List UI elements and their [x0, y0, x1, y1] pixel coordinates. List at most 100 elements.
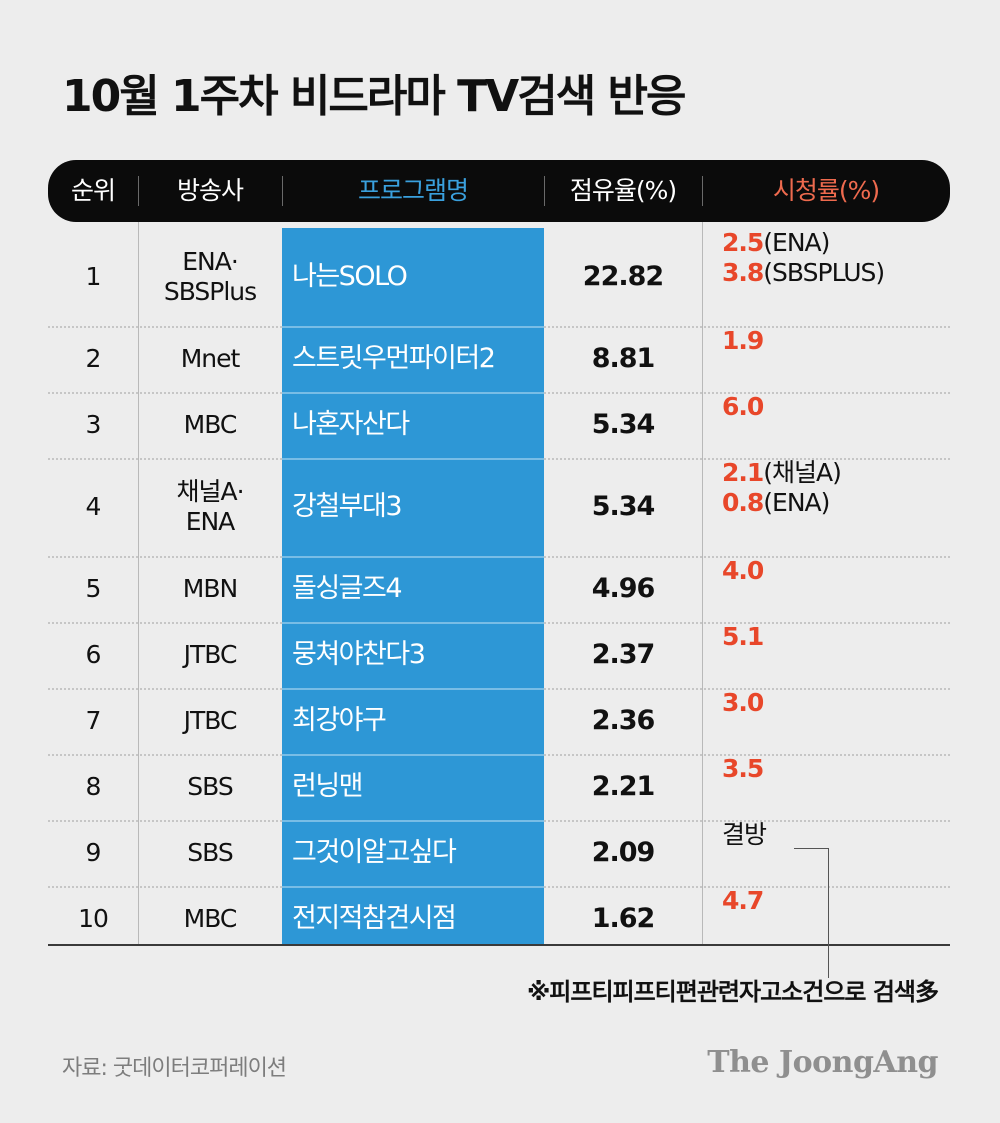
rating-value: 3.5 [722, 754, 764, 783]
broadcaster-cell: MBN [182, 574, 238, 603]
program-cell: 강철부대3 [292, 491, 403, 522]
header-separator [282, 176, 283, 206]
ratings-cell: 6.0 [702, 392, 950, 458]
rank-cell: 3 [85, 410, 102, 439]
ratings-cell: 결방 [702, 820, 950, 886]
rating-line: 3.8(SBSPLUS) [722, 258, 885, 288]
table-row: 9 SBS 그것이알고싶다 2.09 결방 [48, 820, 950, 886]
rating-line: 4.0 [722, 556, 764, 586]
ratings-cell: 2.1(채널A) 0.8(ENA) [702, 458, 950, 556]
table-row: 2 Mnet 스트릿우먼파이터2 8.81 1.9 [48, 326, 950, 392]
rating-value: 2.5 [722, 228, 764, 257]
program-cell: 스트릿우먼파이터2 [292, 343, 496, 374]
rating-value: 0.8 [722, 488, 764, 517]
rating-missing: 결방 [722, 820, 767, 849]
row-divider-program [282, 326, 544, 328]
rating-value: 4.7 [722, 886, 764, 915]
row-divider-program [282, 820, 544, 822]
share-cell: 2.21 [591, 771, 656, 802]
header-separator [702, 176, 703, 206]
broadcaster-cell: SBS [187, 772, 233, 801]
row-divider-program [282, 754, 544, 756]
share-cell: 4.96 [591, 573, 656, 604]
header-separator [544, 176, 545, 206]
rating-value: 3.8 [722, 258, 764, 287]
rating-line: 5.1 [722, 622, 764, 652]
rank-cell: 5 [85, 574, 102, 603]
share-cell: 5.34 [591, 491, 656, 522]
callout-line [794, 848, 828, 849]
share-cell: 22.82 [582, 261, 664, 292]
row-divider-program [282, 458, 544, 460]
table-row: 7 JTBC 최강야구 2.36 3.0 [48, 688, 950, 754]
rating-line: 3.0 [722, 688, 764, 718]
table-row: 10 MBC 전지적참견시점 1.62 4.7 [48, 886, 950, 952]
program-cell: 그것이알고싶다 [292, 837, 457, 868]
rank-cell: 8 [85, 772, 102, 801]
page-title: 10월 1주차 비드라마 TV검색 반응 [62, 71, 686, 122]
table-row: 5 MBN 돌싱글즈4 4.96 4.0 [48, 556, 950, 622]
rating-line: 결방 [722, 820, 767, 850]
ratings-cell: 3.5 [702, 754, 950, 820]
program-cell: 돌싱글즈4 [292, 573, 403, 604]
rating-line: 2.5(ENA) [722, 228, 830, 258]
ratings-cell: 1.9 [702, 326, 950, 392]
broadcaster-cell: JTBC [183, 706, 238, 735]
ranking-table: 순위 방송사 프로그램명 점유율(%) 시청률(%) 1 ENA· SBSPlus 나… [48, 160, 950, 978]
rating-line: 4.7 [722, 886, 764, 916]
rank-cell: 6 [85, 640, 102, 669]
header-ratings: 시청률(%) [772, 176, 880, 205]
column-divider [138, 222, 139, 946]
rank-cell: 7 [85, 706, 102, 735]
ratings-cell: 5.1 [702, 622, 950, 688]
rank-cell: 2 [85, 344, 102, 373]
rating-value: 4.0 [722, 556, 764, 585]
header-separator [138, 176, 139, 206]
table-row: 3 MBC 나혼자산다 5.34 6.0 [48, 392, 950, 458]
row-divider-program [282, 688, 544, 690]
table-header: 순위 방송사 프로그램명 점유율(%) 시청률(%) [48, 160, 950, 222]
row-divider-program [282, 392, 544, 394]
broadcaster-cell: ENA· SBSPlus [163, 247, 257, 306]
header-broadcaster: 방송사 [176, 176, 244, 205]
rank-cell: 9 [85, 838, 102, 867]
rank-cell: 10 [78, 904, 109, 933]
program-column-background [282, 228, 544, 946]
program-cell: 런닝맨 [292, 771, 364, 802]
rank-cell: 1 [85, 262, 102, 291]
rating-line: 1.9 [722, 326, 764, 356]
rating-value: 5.1 [722, 622, 764, 651]
ratings-cell: 4.0 [702, 556, 950, 622]
rating-line: 2.1(채널A) [722, 458, 842, 488]
rating-channel-note: (ENA) [763, 488, 830, 517]
header-share: 점유율(%) [569, 176, 677, 205]
program-cell: 뭉쳐야찬다3 [292, 639, 426, 670]
rating-value: 3.0 [722, 688, 764, 717]
rating-channel-note: (ENA) [763, 228, 830, 257]
row-divider-program [282, 622, 544, 624]
rating-line: 0.8(ENA) [722, 488, 830, 518]
share-cell: 2.36 [591, 705, 656, 736]
broadcaster-cell: JTBC [183, 640, 238, 669]
program-cell: 최강야구 [292, 705, 387, 736]
column-divider [702, 222, 703, 946]
footnote: ※피프티피프티편관련자고소건으로 검색多 [526, 978, 939, 1006]
program-cell: 나혼자산다 [292, 409, 410, 440]
row-divider-program [282, 556, 544, 558]
broadcaster-cell: MBC [183, 904, 238, 933]
rating-channel-note: (SBSPLUS) [763, 258, 885, 287]
broadcaster-cell: SBS [187, 838, 233, 867]
table-row: 6 JTBC 뭉쳐야찬다3 2.37 5.1 [48, 622, 950, 688]
broadcaster-cell: 채널A· ENA [176, 477, 244, 536]
header-rank: 순위 [70, 176, 116, 205]
table-row: 1 ENA· SBSPlus 나는SOLO 22.82 2.5(ENA) 3.8(SBSPL… [48, 228, 950, 326]
source-credit: 자료: 굿데이터코퍼레이션 [62, 1056, 287, 1081]
program-cell: 전지적참견시점 [292, 903, 457, 934]
ratings-cell: 4.7 [702, 886, 950, 952]
publisher-logo: The JoongAng [707, 1045, 938, 1080]
share-cell: 8.81 [591, 343, 656, 374]
rating-value: 2.1 [722, 458, 764, 487]
broadcaster-cell: MBC [183, 410, 238, 439]
share-cell: 2.37 [591, 639, 656, 670]
share-cell: 2.09 [591, 837, 656, 868]
